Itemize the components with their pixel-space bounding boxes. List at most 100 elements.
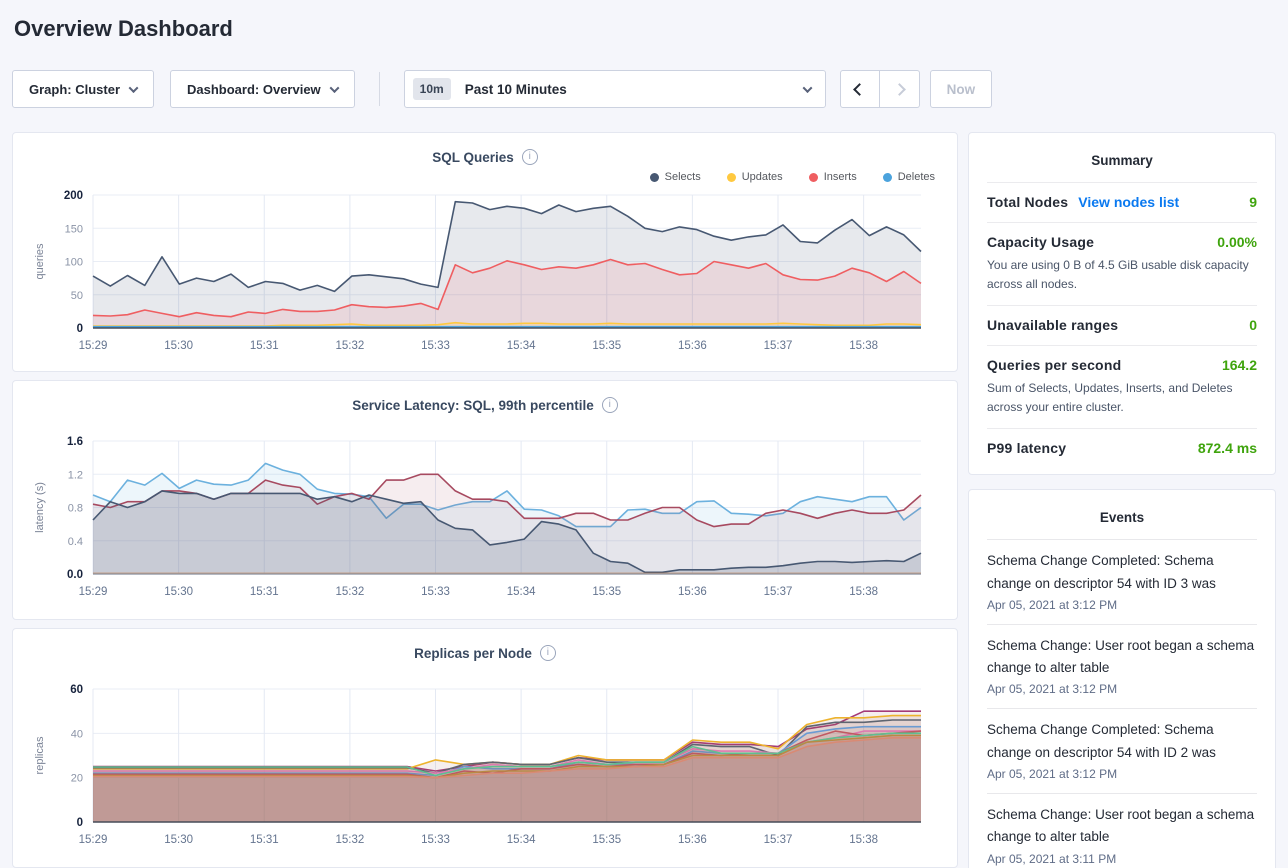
chart-legend: Selects Updates Inserts Deletes [29,167,941,187]
charts-column: SQL Queries i Selects Updates Inserts [12,132,958,868]
page-title: Overview Dashboard [14,16,233,41]
legend-label: Deletes [897,171,935,183]
legend-item-selects[interactable]: Selects [649,171,701,183]
chevron-down-icon [329,82,340,93]
chart-title: Replicas per Node [414,645,532,661]
svg-text:15:32: 15:32 [335,834,364,846]
svg-text:15:38: 15:38 [849,340,878,352]
time-range-dropdown[interactable]: 10m Past 10 Minutes [403,70,826,108]
info-icon[interactable]: i [521,149,538,165]
time-range-label: Past 10 Minutes [464,81,567,97]
queries-per-second-description: Sum of Selects, Updates, Inserts, and De… [987,381,1233,414]
svg-text:15:34: 15:34 [507,586,536,598]
info-icon[interactable]: i [601,397,618,413]
toolbar: Graph: Cluster Dashboard: Overview 10m P… [12,70,1276,108]
svg-text:15:36: 15:36 [678,340,707,352]
p99-latency-label: P99 latency [987,440,1067,457]
capacity-usage-label: Capacity Usage [987,234,1095,250]
svg-text:20: 20 [71,773,83,785]
summary-row-unavailable-ranges: Unavailable ranges 0 [987,305,1257,345]
svg-text:15:36: 15:36 [678,834,707,846]
service-latency-chart[interactable]: 0.0 0.4 0.8 1.2 1.6 15:29 15:30 15:31 15:32 15:33… [29,433,941,605]
svg-text:queries: queries [34,243,46,280]
svg-text:60: 60 [70,684,83,696]
svg-text:15:29: 15:29 [79,586,108,598]
total-nodes-label: Total Nodes [987,194,1069,210]
svg-text:15:31: 15:31 [250,586,279,598]
svg-text:replicas: replicas [34,736,46,774]
dashboard-dropdown-label: Dashboard: Overview [187,81,321,97]
chart-title: SQL Queries [432,149,514,165]
svg-text:15:32: 15:32 [335,586,364,598]
summary-card: Summary Total Nodes View nodes list 9 Ca… [968,132,1276,476]
svg-text:15:37: 15:37 [764,586,793,598]
events-heading: Events [1099,510,1145,526]
chart-header: SQL Queries i [29,147,941,167]
info-icon[interactable]: i [539,645,556,661]
sidebar: Summary Total Nodes View nodes list 9 Ca… [968,132,1276,868]
chevron-down-icon [802,82,813,93]
chart-legend-spacer [29,663,941,681]
event-item[interactable]: Schema Change: User root began a schema … [987,623,1257,709]
svg-text:15:30: 15:30 [164,340,193,352]
svg-text:200: 200 [64,190,83,202]
event-item[interactable]: Schema Change Completed: Schema change o… [987,539,1257,624]
svg-text:50: 50 [71,290,83,302]
summary-row-capacity-usage: Capacity Usage 0.00% You are using 0 B o… [987,222,1257,305]
service-latency-chart-panel: Service Latency: SQL, 99th percentile i … [12,380,958,620]
event-text: Schema Change Completed: Schema change o… [987,553,1216,591]
replicas-per-node-chart-panel: Replicas per Node i 0 20 40 60 15:29 15:30 15:… [12,628,958,868]
chart-header: Replicas per Node i [29,643,941,663]
unavailable-ranges-label: Unavailable ranges [987,317,1119,334]
svg-text:15:37: 15:37 [764,834,793,846]
total-nodes-value: 9 [1249,194,1257,210]
event-timestamp: Apr 05, 2021 at 3:11 PM [987,851,1117,866]
capacity-usage-value: 0.00% [1217,234,1257,250]
event-text: Schema Change: User root began a schema … [987,806,1255,845]
svg-text:15:30: 15:30 [164,586,193,598]
event-text: Schema Change: User root began a schema … [987,637,1255,676]
svg-text:1.6: 1.6 [67,436,83,448]
svg-text:15:31: 15:31 [250,340,279,352]
capacity-usage-description: You are using 0 B of 4.5 GiB usable disk… [987,258,1249,291]
time-back-button[interactable] [839,70,880,108]
sql-queries-chart[interactable]: 0 50 100 150 200 15:29 15:30 15:31 15:32 15:33 15:… [29,187,941,359]
svg-text:1.2: 1.2 [68,469,83,481]
legend-item-inserts[interactable]: Inserts [808,171,857,183]
svg-text:0.8: 0.8 [68,503,83,515]
event-text: Schema Change Completed: Schema change o… [987,722,1216,760]
svg-text:15:38: 15:38 [849,586,878,598]
svg-text:15:34: 15:34 [507,340,536,352]
event-item[interactable]: Schema Change Completed: Schema change o… [987,708,1257,793]
now-button[interactable]: Now [929,70,993,108]
event-timestamp: Apr 05, 2021 at 3:12 PM [987,766,1118,781]
summary-heading: Summary [1091,153,1153,168]
svg-text:15:33: 15:33 [421,834,450,846]
svg-text:0.4: 0.4 [68,536,83,548]
svg-text:15:35: 15:35 [592,586,621,598]
summary-row-p99-latency: P99 latency 872.4 ms [987,428,1257,468]
svg-text:latency (s): latency (s) [34,482,46,533]
svg-text:0.0: 0.0 [67,569,83,581]
dashboard-dropdown[interactable]: Dashboard: Overview [170,70,355,108]
replicas-per-node-chart[interactable]: 0 20 40 60 15:29 15:30 15:31 15:32 15:33 15:34 15:… [29,681,941,853]
time-nav-group [839,70,920,108]
graph-dropdown[interactable]: Graph: Cluster [12,70,155,108]
event-item[interactable]: Schema Change: User root began a schema … [987,792,1257,868]
svg-text:15:33: 15:33 [421,586,450,598]
graph-dropdown-label: Graph: Cluster [29,81,121,97]
main-content: SQL Queries i Selects Updates Inserts [12,132,1276,868]
svg-text:15:29: 15:29 [79,340,108,352]
svg-text:100: 100 [65,257,83,269]
legend-item-updates[interactable]: Updates [726,171,783,183]
view-nodes-list-link[interactable]: View nodes list [1078,194,1180,210]
p99-latency-value: 872.4 ms [1197,440,1257,457]
queries-per-second-value: 164.2 [1221,357,1257,374]
time-forward-button[interactable] [879,70,920,108]
chevron-down-icon [128,82,139,93]
legend-item-deletes[interactable]: Deletes [882,171,935,183]
chart-legend-spacer [29,415,941,433]
svg-text:15:33: 15:33 [421,340,450,352]
chart-title: Service Latency: SQL, 99th percentile [352,397,594,413]
